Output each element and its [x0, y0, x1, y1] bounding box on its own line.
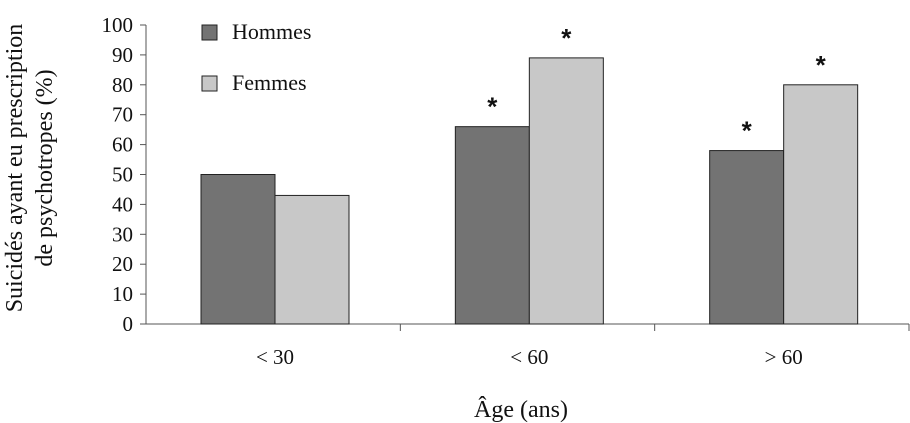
bar-femmes: [528, 57, 604, 325]
x-tick-label: < 60: [510, 345, 548, 369]
y-tick-label: 60: [112, 133, 133, 157]
significance-asterisk: *: [487, 92, 498, 122]
bar-femmes: [783, 84, 859, 325]
y-tick-label: 50: [112, 163, 133, 187]
y-tick-label: 100: [102, 13, 134, 37]
y-tick-label: 10: [112, 282, 133, 306]
y-tick-label: 20: [112, 252, 133, 276]
y-axis-title: Suicidés ayant eu prescription de psycho…: [2, 24, 58, 313]
legend-swatch-hommes: [201, 24, 218, 41]
y-tick-label: 90: [112, 43, 133, 67]
significance-asterisk: *: [816, 50, 827, 80]
bar-hommes: [200, 174, 276, 325]
bar-hommes: [454, 126, 530, 325]
significance-asterisk: *: [742, 116, 753, 146]
bar-femmes: [274, 194, 350, 325]
y-tick-label: 80: [112, 73, 133, 97]
legend-label-hommes: Hommes: [232, 19, 311, 44]
x-axis-title: Âge (ans): [474, 397, 568, 423]
legend-swatch-femmes: [201, 75, 218, 92]
annotations: * * * *: [487, 23, 826, 146]
bar-hommes: [709, 150, 785, 325]
x-tick-label: < 30: [256, 345, 294, 369]
tick-labels: 0 10 20 30 40 50 60 70 80 90 100 < 30 < 60 > 60: [102, 13, 803, 369]
legend: Hommes Femmes: [201, 19, 311, 95]
y-tick-label: 0: [123, 312, 134, 336]
y-axis-title-line-1: Suicidés ayant eu prescription: [2, 24, 28, 313]
bars: [200, 57, 859, 325]
significance-asterisk: *: [561, 23, 572, 53]
legend-label-femmes: Femmes: [232, 70, 307, 95]
x-tick-label: > 60: [765, 345, 803, 369]
y-axis-title-line-2: de psychotropes (%): [32, 69, 58, 266]
y-tick-label: 70: [112, 103, 133, 127]
y-tick-label: 40: [112, 192, 133, 216]
y-tick-label: 30: [112, 222, 133, 246]
